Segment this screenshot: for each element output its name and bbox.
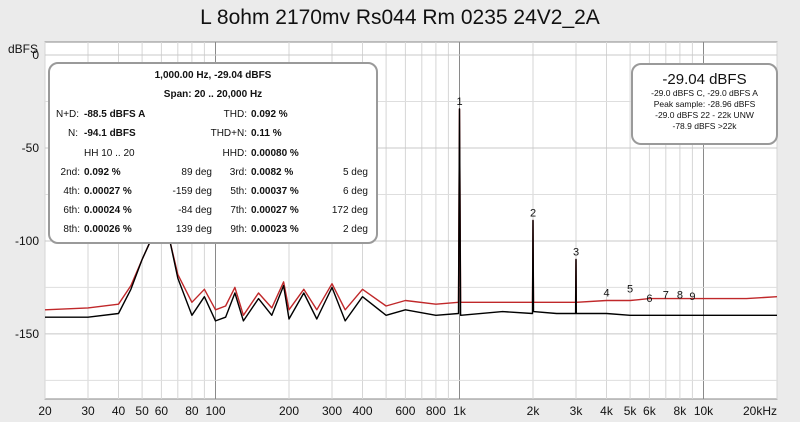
h6-label: 6th: [63,205,80,216]
h5-value: 0.00037 % [251,186,299,197]
level-line-2: Peak sample: -28.96 dBFS [653,99,756,109]
panel-span: Span: 20 .. 20,000 Hz [163,89,263,100]
h3-label: 3rd: [229,167,247,178]
h8-value: 0.00026 % [84,224,132,235]
x-tick-label: 3k [570,404,584,418]
x-tick-label: 4k [600,404,614,418]
h5-phase: 6 deg [342,186,368,197]
harmonic-label: 7 [663,289,669,301]
level-panel: -29.04 dBFS -29.0 dBFS C, -29.0 dBFS A P… [631,63,778,145]
x-tick-label: 6k [643,404,657,418]
x-tick-label: 400 [352,404,372,418]
level-line-1: -29.0 dBFS C, -29.0 dBFS A [651,88,758,98]
level-line-3: -29.0 dBFS 22 - 22k UNW [655,110,754,120]
h7-value: 0.00027 % [251,205,299,216]
h6-phase: -84 deg [178,205,212,216]
harmonic-label: 4 [603,288,609,300]
h7-phase: 172 deg [331,205,368,216]
h7-label: 7th: [230,205,247,216]
h3-value: 0.0082 % [251,167,294,178]
series-line [45,108,777,322]
thdn-label: THD+N: [210,128,247,139]
thdn-value: 0.11 % [251,128,282,139]
hh-label: HH 10 .. 20 [84,148,135,159]
y-tick-label: -100 [15,234,39,248]
x-tick-label: 600 [395,404,415,418]
h9-phase: 2 deg [342,224,368,235]
nd-value: -88.5 dBFS A [84,109,146,120]
x-tick-label: 20 [38,404,52,418]
harmonic-label: 3 [573,247,579,259]
x-tick-label: 40 [112,404,126,418]
n-label: N: [68,128,78,139]
h9-value: 0.00023 % [251,224,299,235]
harmonic-label: 8 [677,289,683,301]
harmonic-label: 2 [530,208,536,220]
x-tick-label: 300 [322,404,342,418]
x-tick-labels: 20 30 40 50 60 80 100 200 300 400 600 800 1k 2k 3k 4k 5k… [38,404,777,418]
y-tick-label: -50 [22,141,40,155]
h9-label: 9th: [230,224,247,235]
x-tick-label: 50 [135,404,149,418]
panel-header: 1,000.00 Hz, -29.04 dBFS [154,70,272,81]
x-tick-label: 100 [205,404,225,418]
hhd-value: 0.00080 % [251,148,299,159]
harmonic-label: 5 [627,284,633,296]
x-tick-label: 200 [279,404,299,418]
thd-label: THD: [223,109,247,120]
series-group [44,108,778,322]
y-tick-label: 0 [32,48,39,62]
nd-label: N+D: [56,109,80,120]
h4-label: 4th: [63,186,80,197]
x-tick-label: 5k [624,404,638,418]
x-tick-label: 60 [155,404,169,418]
harmonic-row: 8th: 0.00026 % 139 deg 9th: 0.00023 % 2 … [50,224,376,242]
harmonic-label: 9 [689,291,695,303]
h4-value: 0.00027 % [84,186,132,197]
n-value: -94.1 dBFS [84,128,136,139]
x-tick-label: 10k [694,404,714,418]
harmonic-label: 1 [456,96,462,108]
x-tick-label: 800 [426,404,446,418]
x-tick-label: 1k [453,404,467,418]
y-tick-label: -150 [15,327,39,341]
y-axis-label: dBFS [8,42,39,56]
x-tick-label: 80 [185,404,199,418]
h8-label: 8th: [63,224,80,235]
x-tick-label: 8k [674,404,688,418]
hhd-label: HHD: [222,148,247,159]
distortion-panel: 1,000.00 Hz, -29.04 dBFS Span: 20 .. 20,… [48,62,378,244]
h5-label: 5th: [230,186,247,197]
h2-value: 0.092 % [84,167,121,178]
h2-phase: 89 deg [181,167,212,178]
level-main: -29.04 dBFS [662,71,747,88]
harmonic-row: 4th: 0.00027 % -159 deg 5th: 0.00037 % 6… [50,186,376,204]
chart-title: L 8ohm 2170mv Rs044 Rm 0235 24V2_2A [200,6,600,29]
x-tick-label: 2k [527,404,541,418]
y-tick-labels: 0 -50 -100 -150 [15,48,39,341]
x-tick-label: 30 [81,404,95,418]
h6-value: 0.00024 % [84,205,132,216]
x-tick-label: 20kHz [743,404,777,418]
h3-phase: 5 deg [342,167,368,178]
h4-phase: -159 deg [172,186,212,197]
harmonic-row: 2nd: 0.092 % 89 deg 3rd: 0.0082 % 5 deg [50,167,376,185]
thd-value: 0.092 % [251,109,288,120]
harmonic-labels: 1 2 3 4 5 6 7 8 9 [456,96,695,305]
level-line-4: -78.9 dBFS >22k [672,121,737,131]
harmonic-row: 6th: 0.00024 % -84 deg 7th: 0.00027 % 17… [50,205,376,223]
h8-phase: 139 deg [175,224,212,235]
harmonic-label: 6 [646,293,652,305]
h2-label: 2nd: [60,167,80,178]
